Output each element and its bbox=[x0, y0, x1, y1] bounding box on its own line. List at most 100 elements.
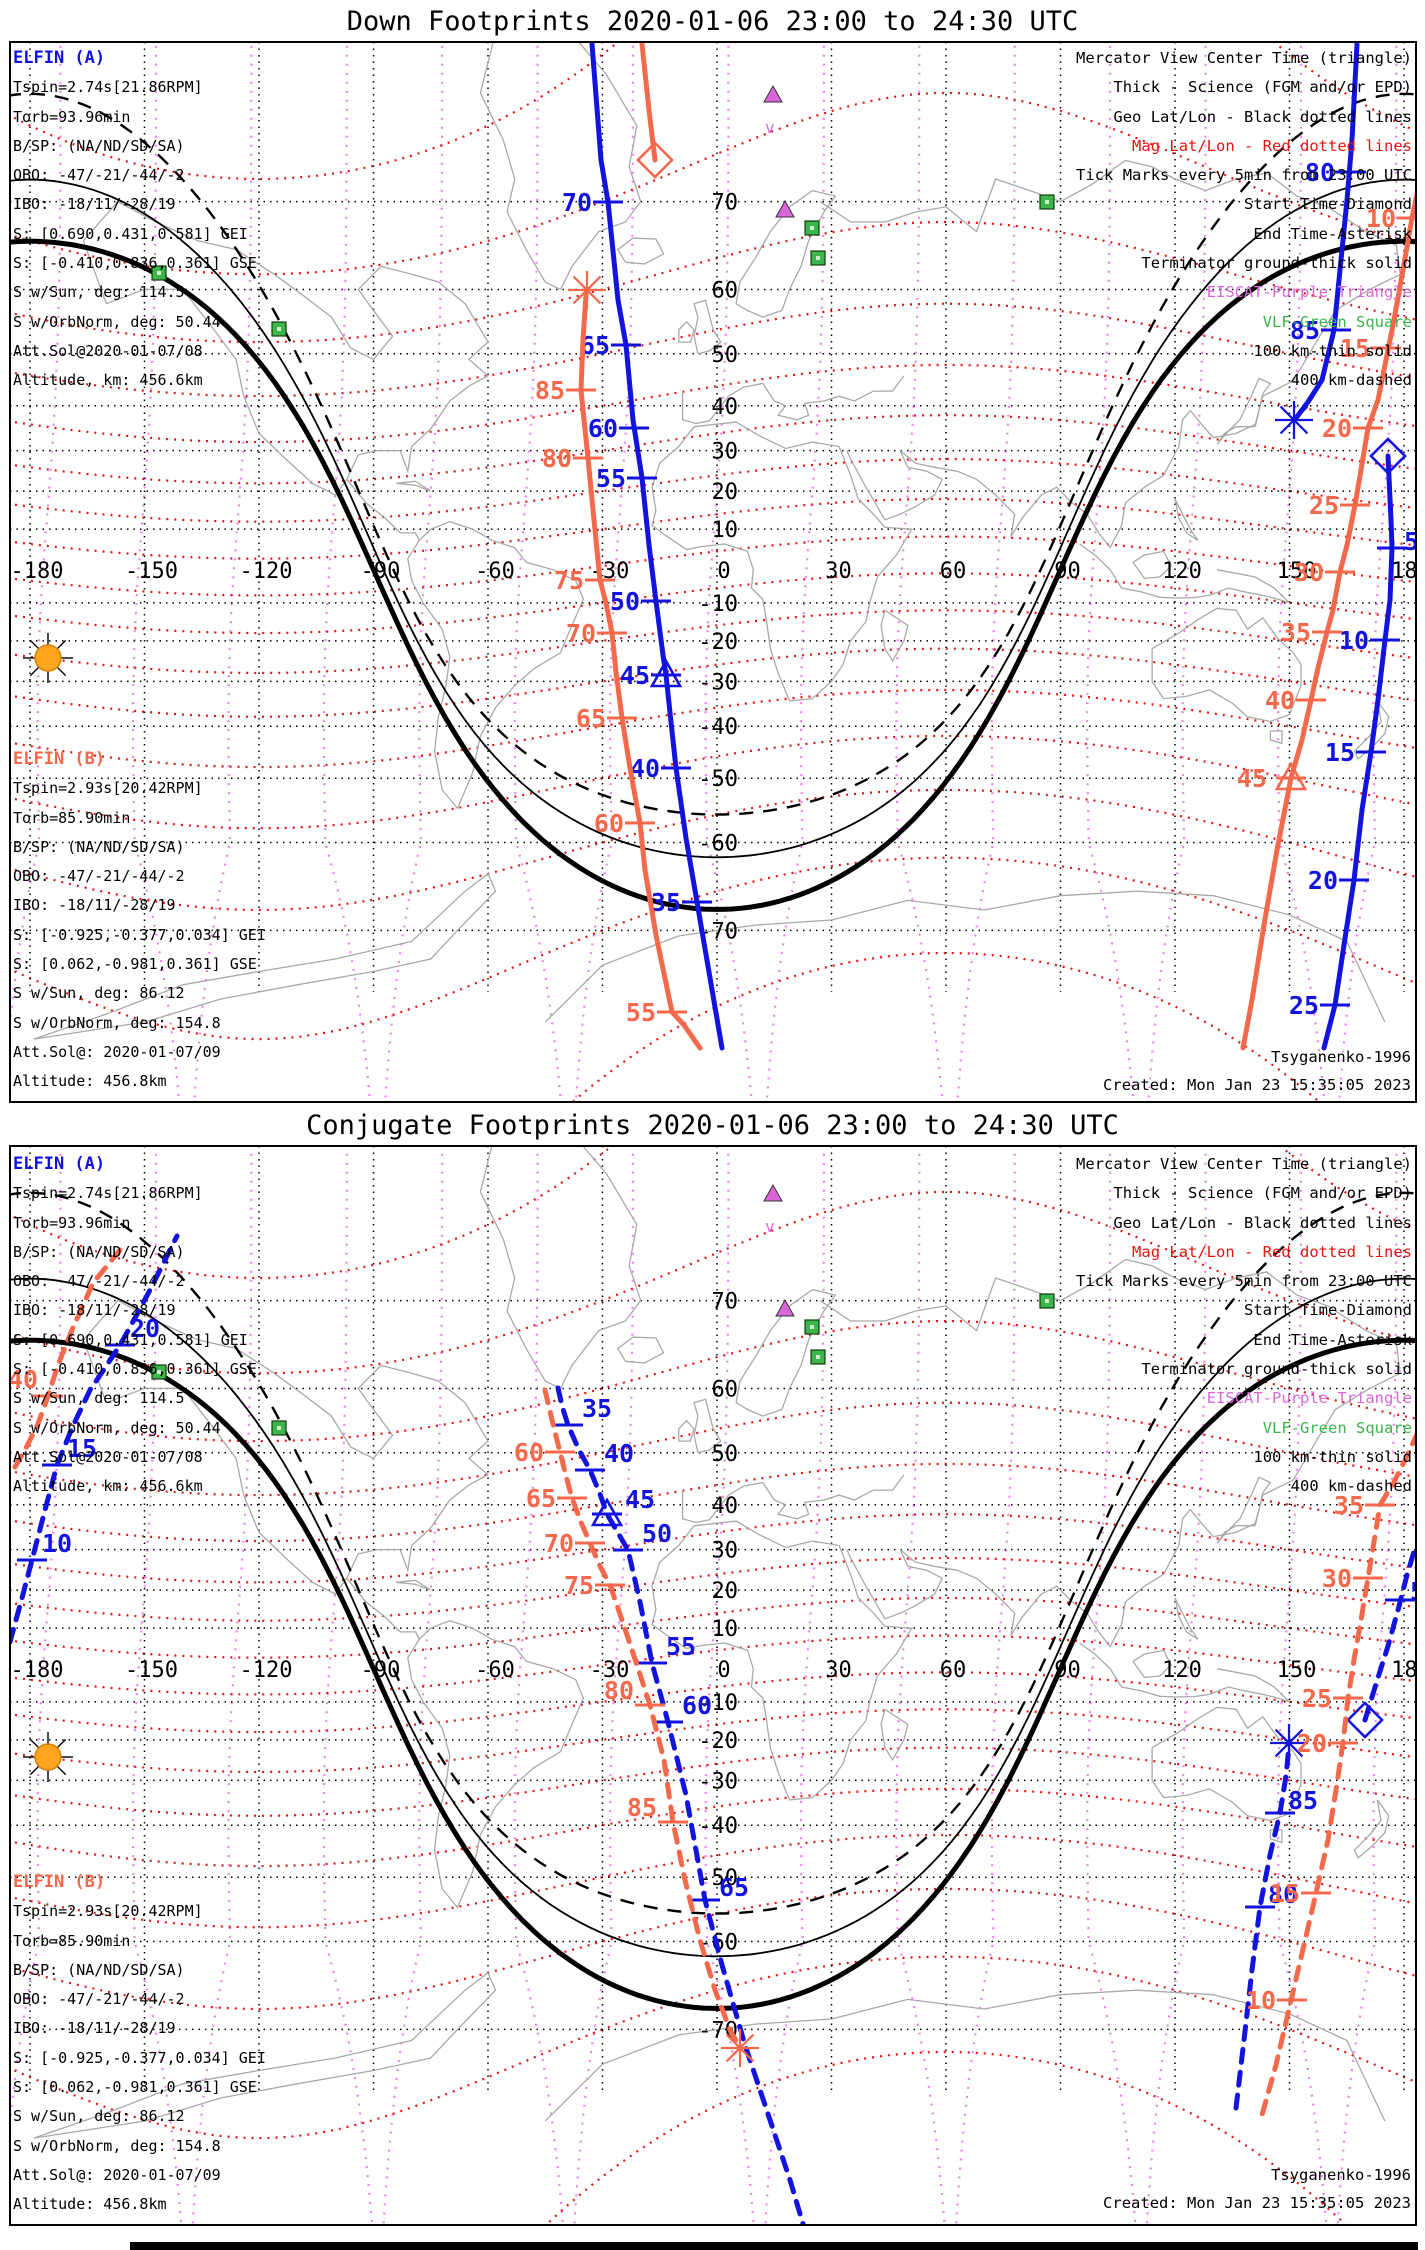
sun-icon bbox=[34, 644, 62, 672]
longitude-label: 180 bbox=[1391, 1658, 1425, 1683]
latitude-label: -40 bbox=[698, 715, 738, 740]
coastline bbox=[678, 320, 695, 343]
info-line: S w/Sun, deg: 86.12 bbox=[13, 2107, 185, 2126]
vlf-square-center bbox=[816, 256, 820, 260]
sun-ray bbox=[56, 1738, 67, 1749]
longitude-label: -60 bbox=[475, 1658, 515, 1683]
time-tick-label: 75 bbox=[564, 1571, 594, 1600]
sun-icon bbox=[34, 1743, 62, 1771]
map-panel-2: -180 -150 -120 -90 -60 -30 0 30 60 90 120 150 180706… bbox=[10, 1146, 1425, 2225]
latitude-label: 60 bbox=[712, 278, 739, 303]
coastline bbox=[1216, 377, 1272, 445]
latitude-label: 50 bbox=[712, 1442, 739, 1467]
coastline bbox=[880, 1708, 909, 1761]
mag-latitude-line bbox=[544, 2050, 1348, 2225]
longitude-label: -60 bbox=[475, 559, 515, 584]
map-frame bbox=[9, 1145, 1417, 2226]
time-tick-label: 80 bbox=[604, 1676, 634, 1705]
info-line: Att.Sol@: 2020-01-07/09 bbox=[13, 1042, 221, 1061]
info-line: S w/Sun, deg: 86.12 bbox=[13, 984, 185, 1003]
time-tick-label: 60 bbox=[682, 1691, 712, 1720]
coastline bbox=[678, 1419, 695, 1442]
info-line: OBO: -47/-21/-44/-2 bbox=[13, 1272, 185, 1291]
coastline bbox=[616, 237, 665, 265]
panel1-title: Down Footprints 2020-01-06 23:00 to 24:3… bbox=[346, 6, 1079, 37]
info-line: OBO: -47/-21/-44/-2 bbox=[13, 867, 185, 886]
legend-line: 100 km-thin solid bbox=[1253, 341, 1412, 360]
longitude-label: 0 bbox=[717, 559, 730, 584]
legend-line: Mercator View Center Time (triangle) bbox=[1076, 1155, 1412, 1173]
mag-latitude-line bbox=[570, 951, 1322, 1102]
center-time-triangle-icon bbox=[1274, 761, 1308, 791]
latitude-label: -60 bbox=[698, 832, 738, 857]
time-tick-label: 50 bbox=[642, 1519, 672, 1548]
longitude-label: -150 bbox=[125, 559, 178, 584]
longitude-label: -120 bbox=[240, 1658, 293, 1683]
info-line: S: [-0.410,0.836,0.361] GSE bbox=[13, 254, 257, 273]
longitude-label: -180 bbox=[11, 1658, 64, 1683]
time-tick-label: 85 bbox=[1290, 316, 1320, 345]
info-line: B/SP: (NA/ND/SD/SA) bbox=[13, 136, 185, 155]
coastline bbox=[1132, 1649, 1173, 1679]
info-line: S: [-0.925,-0.377,0.034] GEI bbox=[13, 925, 266, 944]
coastline bbox=[544, 890, 1386, 1023]
longitude-label: 60 bbox=[940, 559, 967, 584]
longitude-label: -150 bbox=[125, 1658, 178, 1683]
legend-line: Thick - Science (FGM and/or EPD) bbox=[1113, 1184, 1412, 1203]
legend-line: End Time-Asterisk bbox=[1253, 224, 1412, 243]
footprint-track bbox=[1321, 453, 1395, 1051]
time-tick-label: 15 bbox=[67, 1434, 97, 1463]
legend-line: Mag Lat/Lon - Red dotted lines bbox=[1132, 1242, 1412, 1261]
mag-latitude-line bbox=[10, 220, 1416, 344]
coastline bbox=[82, 200, 490, 496]
time-tick-label: 40 bbox=[1265, 686, 1295, 715]
coastline bbox=[651, 421, 913, 702]
info-line: IBO: -18/11/-28/19 bbox=[13, 2019, 176, 2038]
time-tick-label: 45 bbox=[620, 661, 650, 690]
longitude-label: -120 bbox=[240, 559, 293, 584]
time-tick-label: 20 bbox=[130, 1314, 160, 1343]
info-line: Torb=93.96min bbox=[13, 107, 131, 126]
footprint-track bbox=[10, 1247, 123, 1475]
coastline bbox=[407, 1620, 585, 1909]
time-tick-label: 25 bbox=[1289, 991, 1319, 1020]
coastline bbox=[396, 480, 432, 492]
time-tick-label: 5 bbox=[1410, 1577, 1425, 1606]
sun-ray bbox=[29, 1738, 40, 1749]
mag-latitude-line bbox=[10, 788, 1416, 912]
coastline bbox=[346, 1577, 420, 1640]
time-tick-label: 10 bbox=[1339, 626, 1369, 655]
terminator-ground-line bbox=[10, 238, 1416, 912]
time-tick-label: 80 bbox=[542, 444, 572, 473]
coastline bbox=[479, 42, 642, 291]
coastline bbox=[693, 299, 722, 355]
coastline bbox=[82, 1299, 490, 1595]
info-line: B/SP: (NA/ND/SD/SA) bbox=[13, 1242, 185, 1261]
info-line: S w/Sun, deg: 114.5 bbox=[13, 1389, 185, 1408]
panel1-legend: Mercator View Center Time (triangle) Thic… bbox=[1076, 44, 1412, 396]
coastline bbox=[1174, 1597, 1199, 1640]
footprint-track bbox=[555, 1385, 806, 2225]
eiscat-v-mark: v bbox=[765, 1217, 775, 1236]
coastline bbox=[681, 375, 905, 425]
longitude-label: 150 bbox=[1277, 559, 1317, 584]
mag-longitude-line bbox=[513, 1146, 565, 2225]
coastline bbox=[1079, 543, 1290, 604]
panel1-elfin-a-info: ELFIN (A) Tspin=2.74s[21.86RPM] Torb=93.96… bbox=[13, 44, 257, 396]
latitude-label: 10 bbox=[712, 1617, 739, 1642]
info-line: OBO: -47/-21/-44/-2 bbox=[13, 1990, 185, 2009]
coastline bbox=[1132, 550, 1173, 580]
time-tick-label: 35 bbox=[651, 888, 681, 917]
terminator-ground-line bbox=[10, 1337, 1416, 2011]
legend-line: 100 km-thin solid bbox=[1253, 1447, 1412, 1466]
sun-ray bbox=[29, 639, 40, 650]
time-tick-label: 35 bbox=[1281, 618, 1311, 647]
legend-line: Mercator View Center Time (triangle) bbox=[1076, 49, 1412, 67]
panel1-elfin-b-info: ELFIN (B) Tspin=2.93s[20.42RPM] Torb=85.90… bbox=[13, 745, 266, 1097]
time-tick-label: 15 bbox=[1325, 738, 1355, 767]
info-line: IBO: -18/11/-28/19 bbox=[13, 195, 176, 214]
legend-line: Terminator ground-thick solid bbox=[1141, 1360, 1412, 1379]
info-line: S: [0.690,0.431,0.581] GEI bbox=[13, 224, 248, 243]
mag-latitude-line bbox=[10, 91, 1416, 276]
coastline bbox=[33, 872, 497, 1040]
